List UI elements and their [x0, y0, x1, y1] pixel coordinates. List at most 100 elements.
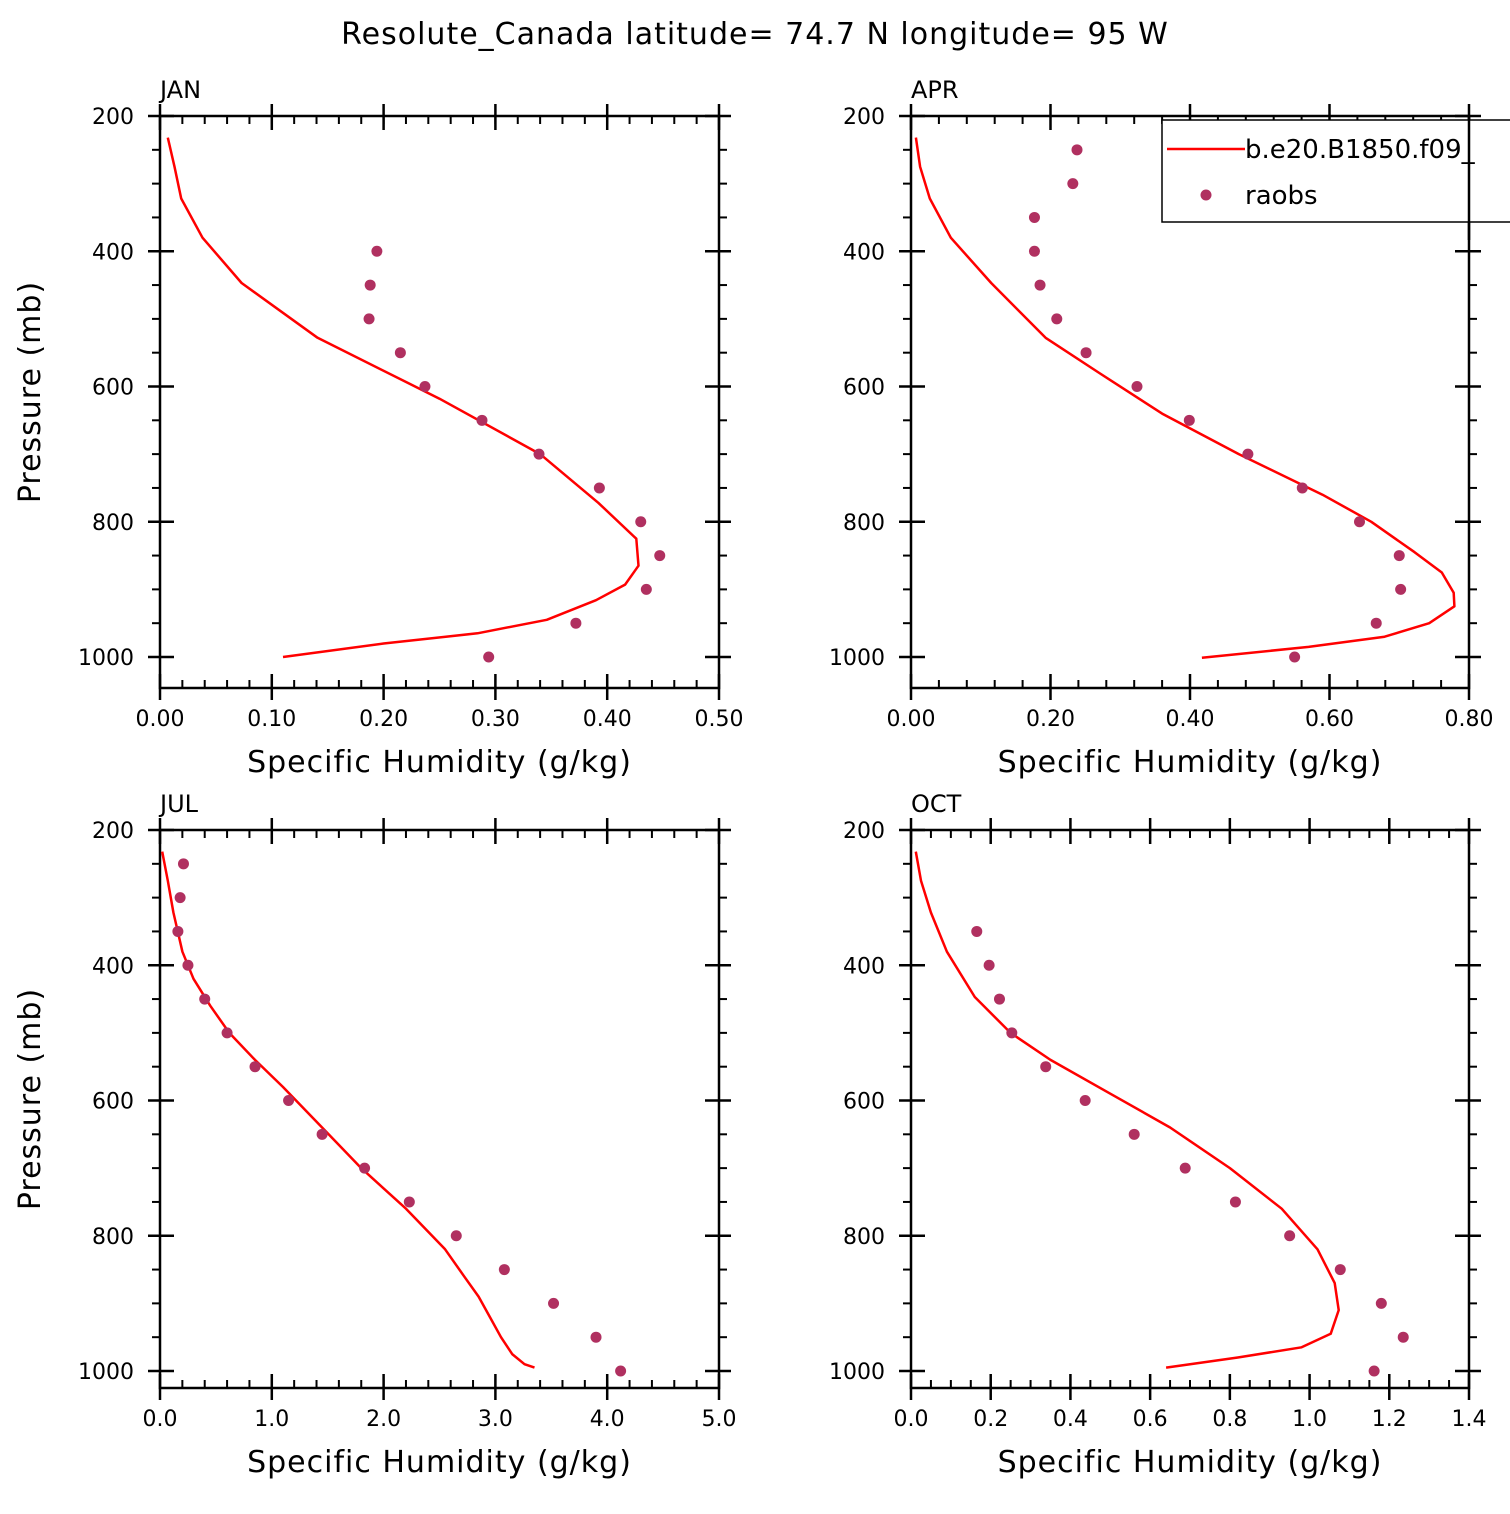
raobs-point [1179, 1162, 1191, 1174]
x-tick-label: 0.40 [583, 707, 632, 732]
y-tick-label: 200 [92, 105, 134, 130]
x-tick-label: 0.0 [894, 1407, 929, 1432]
raobs-point [1370, 617, 1382, 629]
raobs-point [983, 959, 995, 971]
raobs-point [371, 245, 383, 257]
y-axis-label: Pressure (mb) [13, 281, 48, 503]
raobs-point [1028, 245, 1040, 257]
x-tick-label: 1.4 [1452, 1407, 1487, 1432]
raobs-point [221, 1027, 233, 1039]
x-tick-label: 3.0 [478, 1407, 513, 1432]
raobs-point [1006, 1027, 1018, 1039]
y-tick-label: 800 [92, 1225, 134, 1250]
y-tick-label: 600 [843, 1090, 885, 1115]
raobs-point [1395, 583, 1407, 595]
legend-marker-swatch [1200, 189, 1212, 201]
raobs-point [316, 1128, 328, 1140]
raobs-point [593, 482, 605, 494]
panel-apr: APR 0.00 0.20 0.40 0.60 0.80 200 400 600 800 1000 S… [829, 76, 1493, 780]
raobs-point [1028, 211, 1040, 223]
x-tick-label: 0.10 [247, 707, 296, 732]
raobs-point [476, 414, 488, 426]
panel-jan: JAN 0.00 0.10 0.20 0.30 0.40 0.50 200 400 600 800 1… [13, 76, 743, 780]
x-axis-label: Specific Humidity (g/kg) [247, 1445, 632, 1480]
x-tick-label: 0.60 [1305, 707, 1354, 732]
x-tick-label: 0.6 [1133, 1407, 1168, 1432]
x-tick-label: 0.80 [1445, 707, 1494, 732]
y-tick-label: 600 [92, 1090, 134, 1115]
raobs-point [1353, 516, 1365, 528]
raobs-point [1296, 482, 1308, 494]
raobs-point [635, 516, 647, 528]
raobs-point [174, 892, 186, 904]
legend-label-model: b.e20.B1850.f09_ [1245, 135, 1476, 165]
raobs-point [971, 925, 983, 937]
x-tick-label: 0.40 [1166, 707, 1215, 732]
raobs-point [1242, 448, 1254, 460]
raobs-point [1071, 144, 1083, 156]
x-tick-label: 0.00 [136, 707, 185, 732]
panel-label: APR [911, 76, 959, 104]
raobs-point [590, 1331, 602, 1343]
model-line [914, 851, 1340, 1369]
figure-title: Resolute_Canada latitude= 74.7 N longitu… [341, 17, 1169, 52]
x-tick-label: 0.30 [471, 707, 520, 732]
raobs-point [498, 1264, 510, 1276]
raobs-point [403, 1196, 415, 1208]
raobs-point [1368, 1365, 1380, 1377]
y-tick-label: 200 [843, 105, 885, 130]
x-tick-label: 1.2 [1372, 1407, 1407, 1432]
y-tick-label: 200 [92, 819, 134, 844]
model-line [166, 137, 640, 659]
y-tick-label: 600 [92, 376, 134, 401]
raobs-point [1334, 1264, 1346, 1276]
panel-label: JAN [158, 76, 201, 104]
raobs-point [615, 1365, 627, 1377]
panel-label: JUL [158, 790, 199, 818]
x-tick-label: 0.0 [143, 1407, 178, 1432]
raobs-point [1284, 1230, 1296, 1242]
raobs-point [199, 993, 211, 1005]
y-tick-label: 1000 [829, 646, 885, 671]
x-tick-label: 2.0 [366, 1407, 401, 1432]
x-axis-label: Specific Humidity (g/kg) [247, 745, 632, 780]
y-tick-label: 400 [92, 954, 134, 979]
raobs-point [1067, 178, 1079, 190]
raobs-point [182, 959, 194, 971]
x-tick-label: 0.20 [1026, 707, 1075, 732]
raobs-point [1079, 1095, 1091, 1106]
model-line [160, 851, 535, 1369]
x-tick-label: 1.0 [1292, 1407, 1327, 1432]
x-tick-label: 5.0 [702, 1407, 737, 1432]
panel-jul: JUL 0.0 1.0 2.0 3.0 4.0 5.0 200 400 600 800 1000 Spe… [13, 790, 737, 1480]
raobs-point [483, 651, 495, 663]
raobs-point [1289, 651, 1301, 663]
x-tick-label: 1.0 [254, 1407, 289, 1432]
raobs-point [1040, 1061, 1052, 1073]
y-tick-label: 1000 [78, 646, 134, 671]
raobs-point [640, 583, 652, 595]
legend: b.e20.B1850.f09_raobs [1161, 119, 1510, 223]
raobs-point [394, 347, 406, 359]
model-line [914, 137, 1456, 659]
raobs-point [570, 617, 582, 629]
legend-label-raobs: raobs [1245, 181, 1318, 211]
raobs-point [172, 925, 184, 937]
y-tick-label: 400 [843, 240, 885, 265]
x-tick-label: 0.50 [695, 707, 744, 732]
y-tick-label: 400 [92, 240, 134, 265]
raobs-point [364, 279, 376, 291]
raobs-point [1128, 1128, 1140, 1140]
y-tick-label: 800 [843, 511, 885, 536]
raobs-point [1051, 313, 1063, 325]
raobs-point [450, 1230, 462, 1242]
raobs-point [283, 1095, 295, 1106]
x-axis-label: Specific Humidity (g/kg) [998, 1445, 1383, 1480]
raobs-point [249, 1061, 261, 1073]
y-tick-label: 1000 [78, 1360, 134, 1385]
x-tick-label: 0.4 [1053, 1407, 1088, 1432]
y-tick-label: 200 [843, 819, 885, 844]
raobs-point [1229, 1196, 1241, 1208]
legend-box [1161, 119, 1510, 223]
